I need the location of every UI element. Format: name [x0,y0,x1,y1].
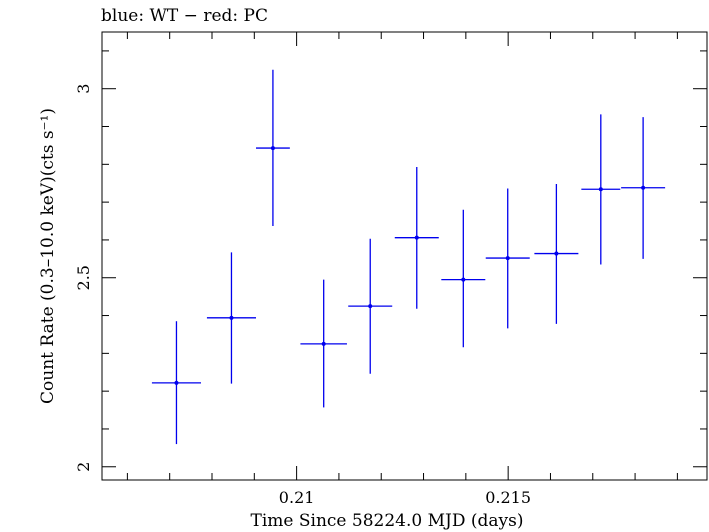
x-axis-tick-labels: 0.21 0.215 [279,488,531,507]
data-point [485,188,530,329]
x-axis-label: Time Since 58224.0 MJD (days) [251,511,524,531]
data-point [441,209,486,348]
y-tick-label: 2 [74,462,93,472]
x-tick-label: 0.21 [279,488,315,507]
data-point [534,183,579,324]
data-marker [598,187,603,192]
data-marker [368,304,373,309]
data-marker [554,251,559,256]
y-axis-label: Count Rate (0.3–10.0 keV)(cts s⁻¹) [38,108,58,404]
data-marker [461,277,466,282]
y-tick-label: 3 [74,84,93,94]
data-point [256,69,290,226]
y-tick-label: 2.5 [74,265,93,290]
data-marker [505,256,510,261]
x-axis-ticks [126,32,678,480]
data-point [621,117,666,259]
chart-title: blue: WT − red: PC [101,6,268,26]
data-marker [270,146,275,151]
y-axis-tick-labels: 22.53 [74,84,93,472]
y-axis-ticks [102,50,707,468]
data-marker [414,235,419,240]
data-point [151,321,201,445]
plot-frame [101,31,708,481]
x-tick-label: 0.215 [485,488,531,507]
data-point [581,114,621,265]
data-series [151,69,666,445]
data-marker [641,185,646,190]
data-marker [321,341,326,346]
data-point [394,166,439,309]
data-marker [174,380,179,385]
data-point [300,279,347,408]
data-point [206,252,256,384]
data-point [348,238,393,374]
data-marker [229,315,234,320]
